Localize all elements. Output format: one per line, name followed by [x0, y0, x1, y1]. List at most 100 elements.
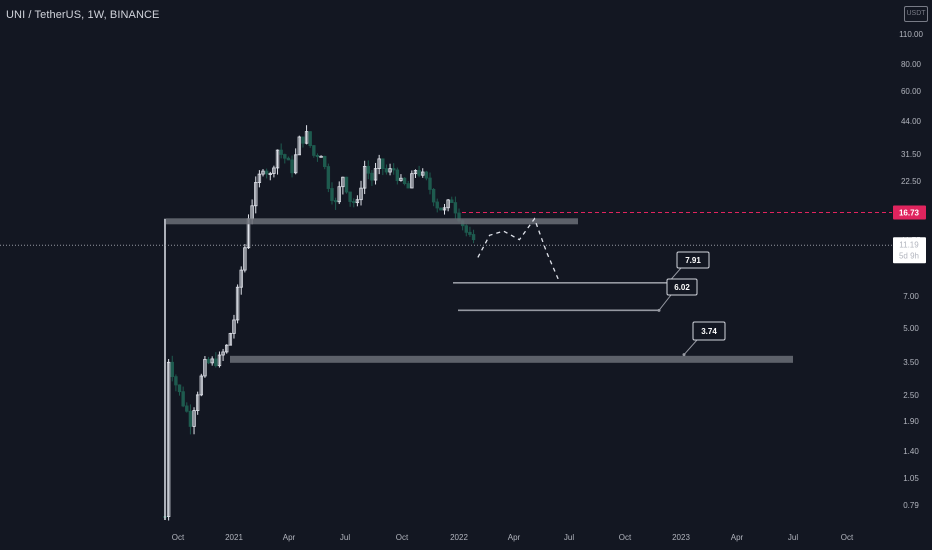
candle-body: [254, 182, 258, 207]
x-tick-label: Jul: [564, 533, 574, 542]
candle-body: [381, 158, 385, 169]
candle-body: [235, 286, 240, 321]
candle-body: [402, 177, 407, 185]
candle-body: [370, 172, 374, 181]
candle-body: [293, 154, 298, 174]
y-axis[interactable]: 110.0080.0060.0044.0031.5022.5016.5011.7…: [899, 30, 923, 510]
callout-pointer: [683, 339, 698, 356]
candle-body: [279, 149, 283, 155]
candle-body: [199, 375, 203, 396]
candle-body: [439, 207, 443, 211]
drawings[interactable]: 7.91 6.02 3.74: [0, 212, 892, 363]
candle-body: [283, 154, 287, 159]
candle-body: [323, 155, 327, 167]
candle-body: [410, 173, 414, 189]
x-tick-label: 2022: [450, 533, 468, 542]
candle-body: [348, 191, 352, 202]
candle-body: [421, 171, 425, 176]
target-label: 7.91: [685, 256, 701, 265]
candle-body: [257, 173, 262, 183]
candle-body: [366, 165, 370, 174]
x-tick-label: Apr: [731, 533, 744, 542]
candle-body: [319, 155, 323, 158]
candle-body: [203, 358, 207, 377]
candle-body: [355, 199, 360, 204]
target-callout-box: [692, 321, 726, 341]
candle-body: [268, 173, 272, 175]
x-tick-label: Jul: [788, 533, 798, 542]
y-tick-label: 1.90: [903, 417, 919, 426]
candle-body: [388, 168, 392, 173]
candle-body: [428, 177, 432, 190]
target-label: 3.74: [701, 327, 717, 336]
x-tick-label: Oct: [396, 533, 409, 542]
candle-body: [272, 167, 276, 174]
x-axis[interactable]: Oct 2021 Apr Jul Oct 2022 Apr Jul Oct 2023 Apr Jul O…: [172, 533, 854, 542]
candle-body: [453, 202, 458, 214]
x-tick-label: Oct: [841, 533, 854, 542]
candle-body: [206, 358, 211, 364]
candle-body: [464, 225, 468, 233]
candle-body: [261, 170, 265, 175]
x-tick-label: 2021: [225, 533, 243, 542]
candle-body: [177, 384, 182, 393]
y-tick-label: 1.05: [903, 474, 919, 483]
candle-body: [214, 358, 218, 367]
chart-title: UNI / TetherUS, 1W, BINANCE: [6, 9, 160, 21]
candle-body: [239, 269, 243, 288]
candle-body: [471, 234, 476, 241]
x-tick-label: Apr: [283, 533, 296, 542]
y-tick-label: 5.00: [903, 324, 919, 333]
candle-body: [232, 319, 236, 334]
anchor-dot: [657, 308, 661, 312]
x-tick-label: Jul: [340, 533, 350, 542]
callout-pointer: [658, 294, 672, 311]
candle-body: [435, 201, 439, 209]
candle-body: [431, 189, 436, 203]
y-tick-label: 2.50: [903, 391, 919, 400]
currency-badge[interactable]: USDT: [904, 6, 928, 22]
candle-body: [384, 168, 389, 173]
y-tick-label: 0.79: [903, 501, 919, 510]
candle-body: [228, 333, 233, 346]
current-price-tag: [893, 237, 926, 264]
candle-body: [166, 361, 171, 517]
candle-body: [304, 131, 309, 144]
support-zone: [230, 355, 793, 363]
anchor-dot: [682, 353, 686, 357]
candle-body: [373, 168, 378, 181]
reference-price-label: 16.73: [899, 209, 920, 218]
x-tick-label: Apr: [508, 533, 521, 542]
candle-body: [217, 354, 222, 367]
candle-body: [225, 344, 229, 353]
candle-body: [359, 187, 363, 201]
candle-body: [333, 200, 338, 203]
candle-body: [362, 165, 367, 189]
candle-body: [174, 376, 178, 386]
target-callout-box: [676, 251, 710, 269]
candle-body: [210, 358, 214, 364]
candle-body: [450, 199, 454, 203]
y-tick-label: 31.50: [901, 150, 922, 159]
countdown-label: 5d 9h: [899, 251, 919, 260]
candle-body: [243, 247, 247, 271]
target-callout-box: [666, 278, 698, 296]
candle-body: [312, 145, 316, 156]
candle-body: [192, 410, 196, 427]
candle-body: [442, 207, 447, 211]
candle-body: [395, 169, 400, 181]
y-tick-label: 22.50: [901, 177, 922, 186]
candle-body: [446, 199, 450, 209]
candle-body: [221, 351, 225, 356]
candle-body: [406, 183, 410, 189]
candle-body: [337, 186, 341, 203]
candle-body: [330, 188, 334, 201]
candle-body: [185, 405, 189, 412]
y-tick-label: 7.00: [903, 292, 919, 301]
y-tick-label: 1.40: [903, 447, 919, 456]
projected-path: [477, 217, 560, 282]
candle-body: [181, 391, 185, 407]
candle-body: [344, 176, 349, 193]
candle-body: [188, 410, 193, 427]
